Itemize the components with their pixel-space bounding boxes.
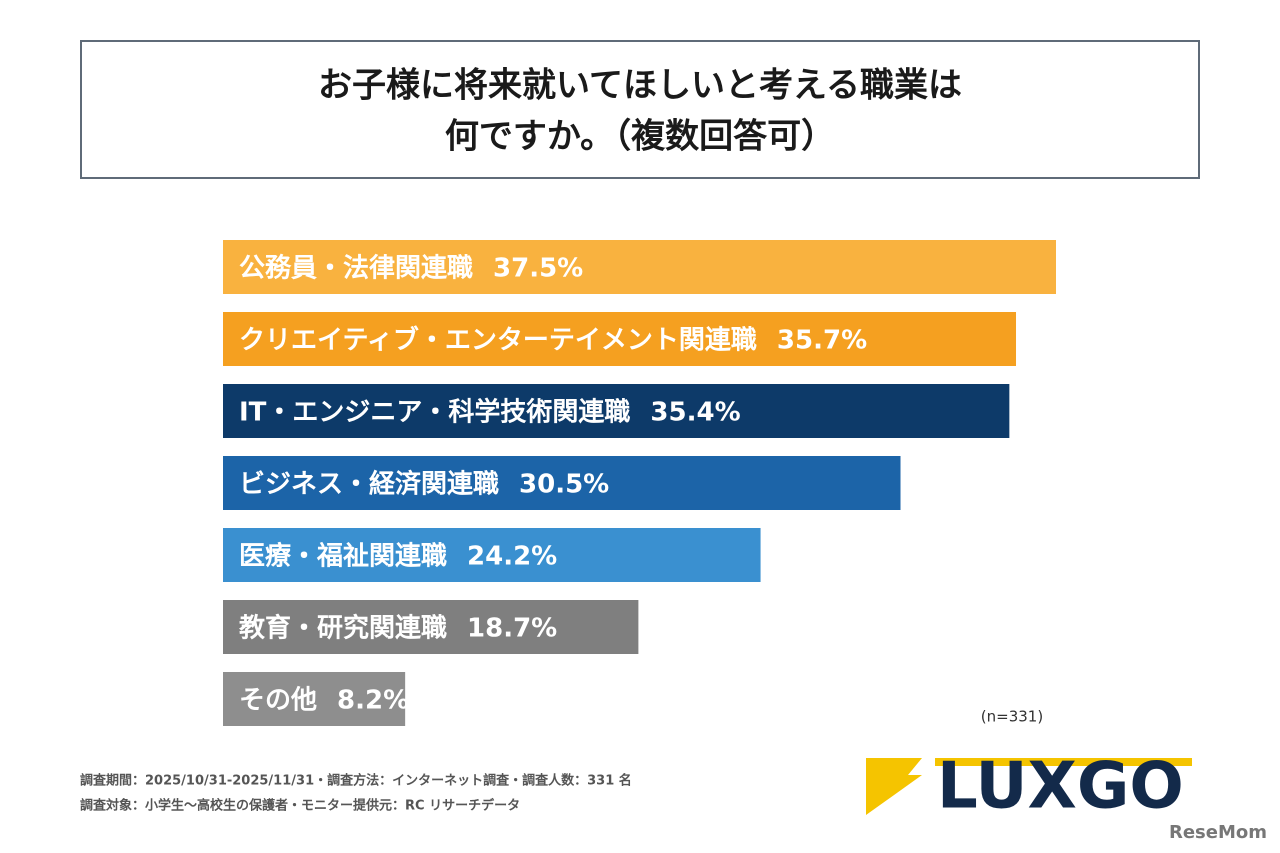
logo-mark (866, 775, 922, 815)
value-label: 24.2% (467, 542, 557, 572)
logo-mark (866, 758, 922, 775)
category-label: 公務員・法律関連職 (239, 254, 473, 284)
title-box (80, 40, 1200, 179)
category-label: 医療・福祉関連職 (239, 542, 447, 572)
chart-title: お子様に将来就いてほしいと考える職業は (318, 66, 962, 106)
bar (223, 600, 639, 654)
category-label: ビジネス・経済関連職 (239, 469, 499, 500)
value-label: 37.5% (493, 254, 583, 284)
bar (223, 528, 761, 582)
bar (223, 312, 1017, 366)
bar (223, 672, 406, 726)
value-label: 18.7% (467, 614, 557, 644)
value-label: 35.7% (777, 326, 867, 356)
chart-title: 何ですか。（複数回答可） (445, 117, 835, 157)
value-label: 30.5% (519, 470, 609, 500)
bar (223, 240, 1056, 294)
logo: LUXGO (937, 750, 1184, 824)
bar (223, 384, 1010, 438)
footnote: 調査期間：2025/10/31-2025/11/31・調査方法：インターネット調… (80, 773, 632, 789)
logo-mark (935, 758, 1192, 766)
footnote: 調査対象：小学生〜高校生の保護者・モニター提供元：RC リサーチデータ (80, 798, 520, 814)
bar (223, 456, 901, 510)
category-label: クリエイティブ・エンターテイメント関連職 (239, 325, 757, 356)
sample-note: (n=331) (981, 708, 1043, 726)
category-label: 教育・研究関連職 (239, 613, 447, 644)
category-label: IT・エンジニア・科学技術関連職 (239, 397, 630, 428)
value-label: 35.4% (650, 398, 740, 428)
category-label: その他 (239, 686, 317, 716)
watermark: ReseMom (1169, 822, 1267, 843)
value-label: 8.2% (337, 686, 409, 716)
